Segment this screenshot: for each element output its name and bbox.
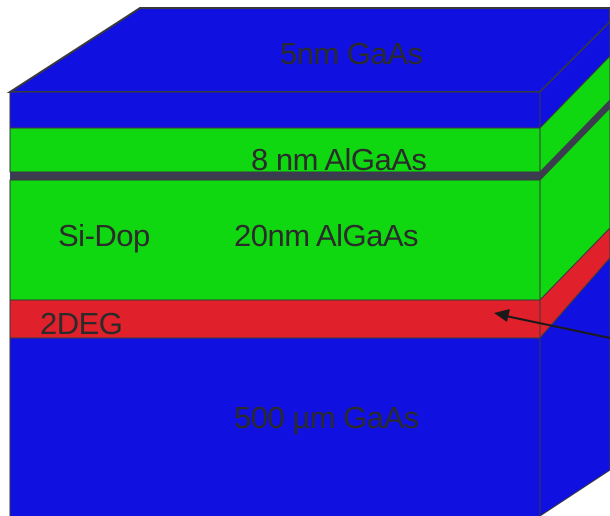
front-doped-layer [9, 179, 541, 301]
front-2deg-layer [9, 299, 541, 339]
front-separator-line [10, 172, 540, 180]
pointer-arrow-line [505, 315, 610, 339]
spacer-layer-label: 8 nm AlGaAs [251, 142, 426, 177]
right-face-separator [540, 100, 610, 180]
front-cap-layer [9, 91, 541, 129]
2deg-label: 2DEG [40, 306, 122, 341]
substrate-layer-label: 500 µm GaAs [234, 400, 419, 435]
doped-layer-label: 20nm AlGaAs [234, 218, 418, 253]
doping-label: Si-Dop [58, 218, 150, 253]
front-spacer-layer [9, 127, 541, 173]
pointer-arrow-head [494, 309, 510, 322]
cap-layer-label: 5nm GaAs [280, 36, 422, 71]
front-substrate-layer [9, 337, 541, 516]
